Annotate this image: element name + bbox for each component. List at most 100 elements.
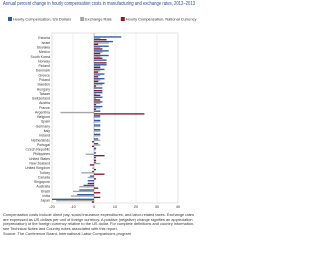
bar [87, 182, 94, 185]
y-tick-label: Slovakia [37, 46, 50, 50]
y-tick-label: Ireland [39, 134, 50, 138]
y-tick-label: India [42, 194, 50, 198]
x-tick-label: -20 [49, 205, 55, 209]
bar [94, 46, 101, 49]
bar [94, 52, 101, 55]
bar [94, 40, 113, 43]
bar [81, 172, 94, 174]
y-tick-label: Austria [39, 101, 50, 105]
bar [94, 148, 97, 151]
bar [94, 113, 145, 115]
y-tick-label: Hungary [37, 87, 50, 91]
bar [94, 130, 101, 132]
y-tick-label: Estonia [38, 36, 50, 40]
bar [94, 105, 103, 108]
x-tick-label: 20 [134, 205, 138, 209]
bar [60, 111, 94, 114]
bar [94, 196, 101, 199]
x-tick-label: -10 [70, 205, 76, 209]
bar [91, 170, 94, 173]
bar [94, 66, 101, 69]
bar [83, 184, 94, 187]
bar [94, 162, 101, 165]
bar [85, 153, 94, 155]
y-tick-label: Australia [36, 185, 50, 189]
legend-label: Exchange Rate [85, 16, 112, 21]
legend-swatch [80, 17, 85, 21]
bar [94, 80, 99, 83]
bar [94, 129, 101, 131]
y-tick-label: New Zealand [29, 161, 50, 165]
bar [94, 43, 99, 46]
y-tick-label: Taiwan [39, 92, 50, 96]
y-tick-label: Canada [38, 175, 50, 179]
bar [94, 48, 103, 50]
x-tick-label: 10 [113, 205, 117, 209]
bar [94, 73, 105, 75]
bar [79, 186, 94, 188]
notes: Compensation costs include direct pay, s… [3, 212, 195, 237]
bar [94, 70, 101, 72]
bar [94, 36, 122, 38]
bar [70, 195, 94, 197]
bar [94, 82, 105, 85]
bar [94, 108, 97, 110]
bar [94, 161, 97, 163]
bar [56, 199, 94, 202]
bar [94, 94, 101, 97]
bar [94, 110, 101, 112]
title-text: Annual percent change in hourly compensa… [3, 1, 195, 7]
bar [94, 54, 109, 57]
bar [94, 124, 101, 126]
bar [52, 198, 94, 200]
bar [94, 103, 97, 106]
bar [94, 71, 99, 73]
bar [94, 192, 101, 194]
bar [94, 59, 107, 61]
bar [94, 74, 101, 77]
bar [94, 85, 97, 87]
bar [94, 144, 101, 146]
bar [94, 42, 109, 44]
y-tick-label: France [39, 106, 50, 110]
bar [94, 79, 101, 81]
bar [94, 142, 99, 145]
bar [94, 154, 105, 157]
source: Source: The Conference Board, Internatio… [3, 230, 131, 236]
y-tick-label: Germany [36, 124, 51, 128]
bar [94, 37, 101, 40]
bar [94, 121, 101, 123]
x-tick-label: 30 [155, 205, 159, 209]
y-tick-label: Belgium [37, 115, 50, 119]
y-tick-label: Spain [41, 120, 50, 124]
y-tick-label: Sweden [37, 83, 50, 87]
bar [94, 56, 101, 58]
y-tick-label: Japan [40, 199, 50, 203]
bar [89, 175, 94, 177]
bar [94, 152, 97, 154]
y-tick-label: Philippines [33, 152, 50, 156]
bar [94, 147, 97, 149]
bar [94, 45, 109, 47]
bar [94, 116, 101, 118]
bar [94, 135, 101, 137]
bar [94, 96, 103, 98]
bar [79, 189, 94, 191]
bar [94, 84, 103, 86]
bar [94, 93, 97, 95]
bar [94, 168, 97, 171]
bar [94, 156, 97, 159]
y-tick-label: Denmark [36, 69, 50, 73]
bar [94, 99, 101, 101]
bar [91, 201, 94, 203]
y-tick-label: Turkey [39, 171, 50, 175]
bar [94, 138, 99, 140]
bar [94, 39, 107, 41]
bar [94, 178, 97, 180]
bar [91, 167, 94, 169]
bar [94, 65, 101, 67]
bar [94, 139, 101, 142]
bar [94, 102, 101, 104]
bar [94, 91, 103, 94]
bar [94, 90, 103, 92]
